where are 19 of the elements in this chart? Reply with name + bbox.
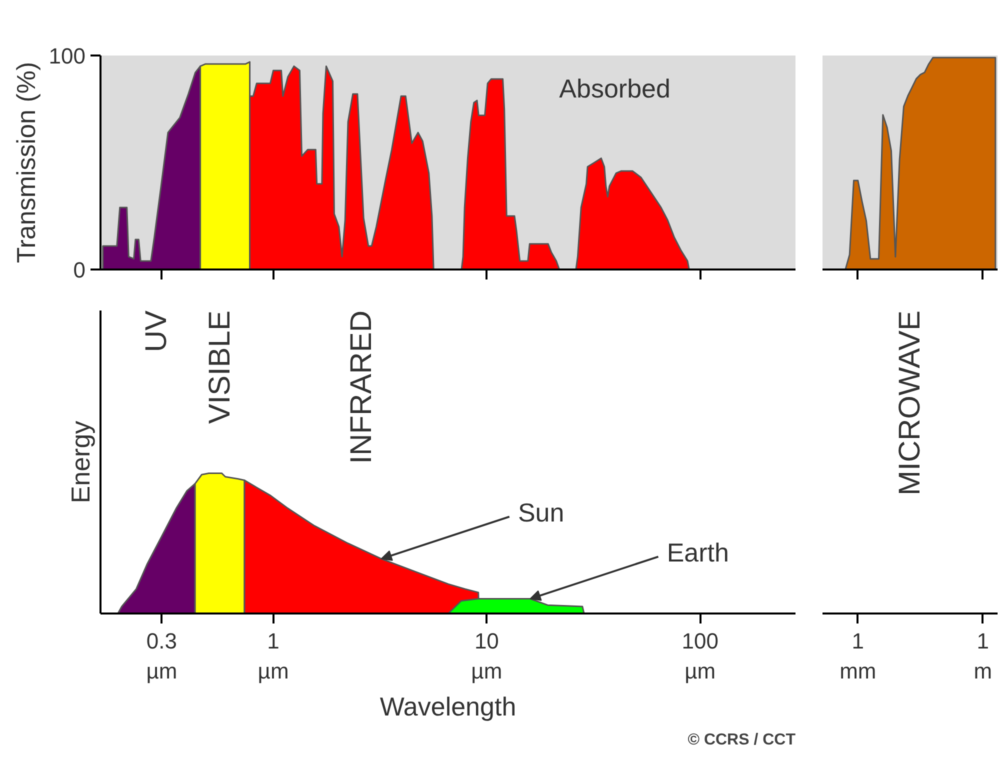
text: MICROWAVE — [894, 310, 926, 496]
x-axis-title: Wavelength — [380, 692, 516, 722]
x-tick-label: 1 mm — [840, 628, 876, 684]
y-axis-title: Transmission (%) — [10, 62, 41, 264]
text: Earth — [666, 537, 729, 568]
x-tick-label: 1 µm — [258, 628, 289, 684]
x-tick-label: 10 µm — [471, 628, 502, 684]
y-tick-label: 0 — [73, 258, 86, 282]
text: © CCRS / CCT — [688, 732, 796, 748]
x-tick-label: 1 m — [974, 628, 992, 684]
text: UV — [140, 310, 173, 352]
text: Sun — [518, 498, 564, 528]
x-tick-label: 100 µm — [682, 628, 718, 684]
x-tick-label: 0.3 µm — [146, 628, 178, 684]
band-label: Absorbed — [559, 74, 670, 104]
y-tick-label: 100 — [48, 44, 86, 68]
text: VISIBLE — [203, 310, 236, 424]
y-axis-title: Energy — [66, 420, 96, 504]
text: INFRARED — [345, 310, 378, 464]
